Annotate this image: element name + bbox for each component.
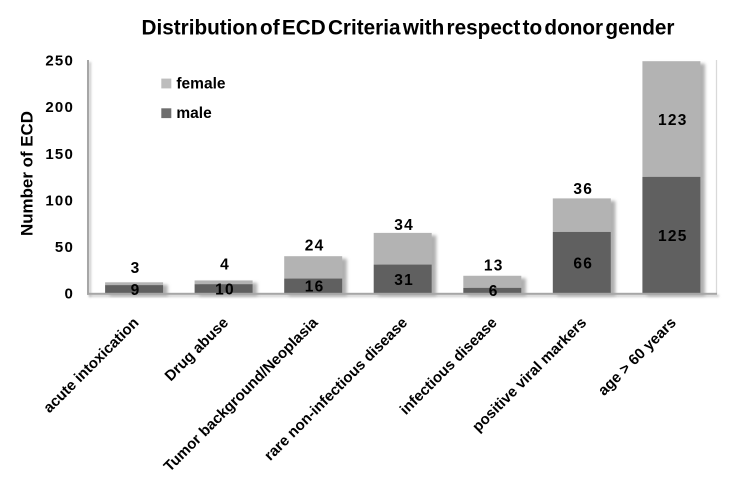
svg-text:age > 60 years: age > 60 years <box>595 314 680 399</box>
svg-text:125: 125 <box>658 228 687 245</box>
svg-text:0: 0 <box>64 286 74 303</box>
svg-text:Tumor background/Neoplasia: Tumor background/Neoplasia <box>161 314 322 475</box>
svg-text:6: 6 <box>489 283 499 300</box>
svg-text:female: female <box>176 75 225 92</box>
svg-text:13: 13 <box>484 257 504 274</box>
svg-text:31: 31 <box>394 272 414 289</box>
svg-text:male: male <box>176 105 212 122</box>
svg-text:infectious disease: infectious disease <box>397 314 501 418</box>
svg-text:Number of ECD: Number of ECD <box>18 111 37 236</box>
svg-text:Drug abuse: Drug abuse <box>162 314 232 384</box>
svg-text:200: 200 <box>45 99 74 116</box>
svg-text:34: 34 <box>394 217 414 234</box>
svg-text:123: 123 <box>658 112 687 129</box>
svg-text:acute intoxication: acute intoxication <box>40 314 142 416</box>
svg-text:rare non-infectious disease: rare non-infectious disease <box>261 314 411 464</box>
svg-text:36: 36 <box>573 181 593 198</box>
svg-text:4: 4 <box>220 257 230 274</box>
svg-text:3: 3 <box>131 260 141 277</box>
svg-text:50: 50 <box>55 239 74 256</box>
svg-text:10: 10 <box>215 281 235 298</box>
svg-text:66: 66 <box>573 255 593 272</box>
svg-text:100: 100 <box>45 192 74 209</box>
svg-text:9: 9 <box>131 282 141 299</box>
svg-text:16: 16 <box>305 279 325 296</box>
svg-text:250: 250 <box>45 53 74 70</box>
svg-text:Distribution of ECD Criteria w: Distribution of ECD Criteria with respec… <box>142 17 675 40</box>
svg-text:24: 24 <box>305 238 325 255</box>
svg-text:150: 150 <box>45 146 74 163</box>
